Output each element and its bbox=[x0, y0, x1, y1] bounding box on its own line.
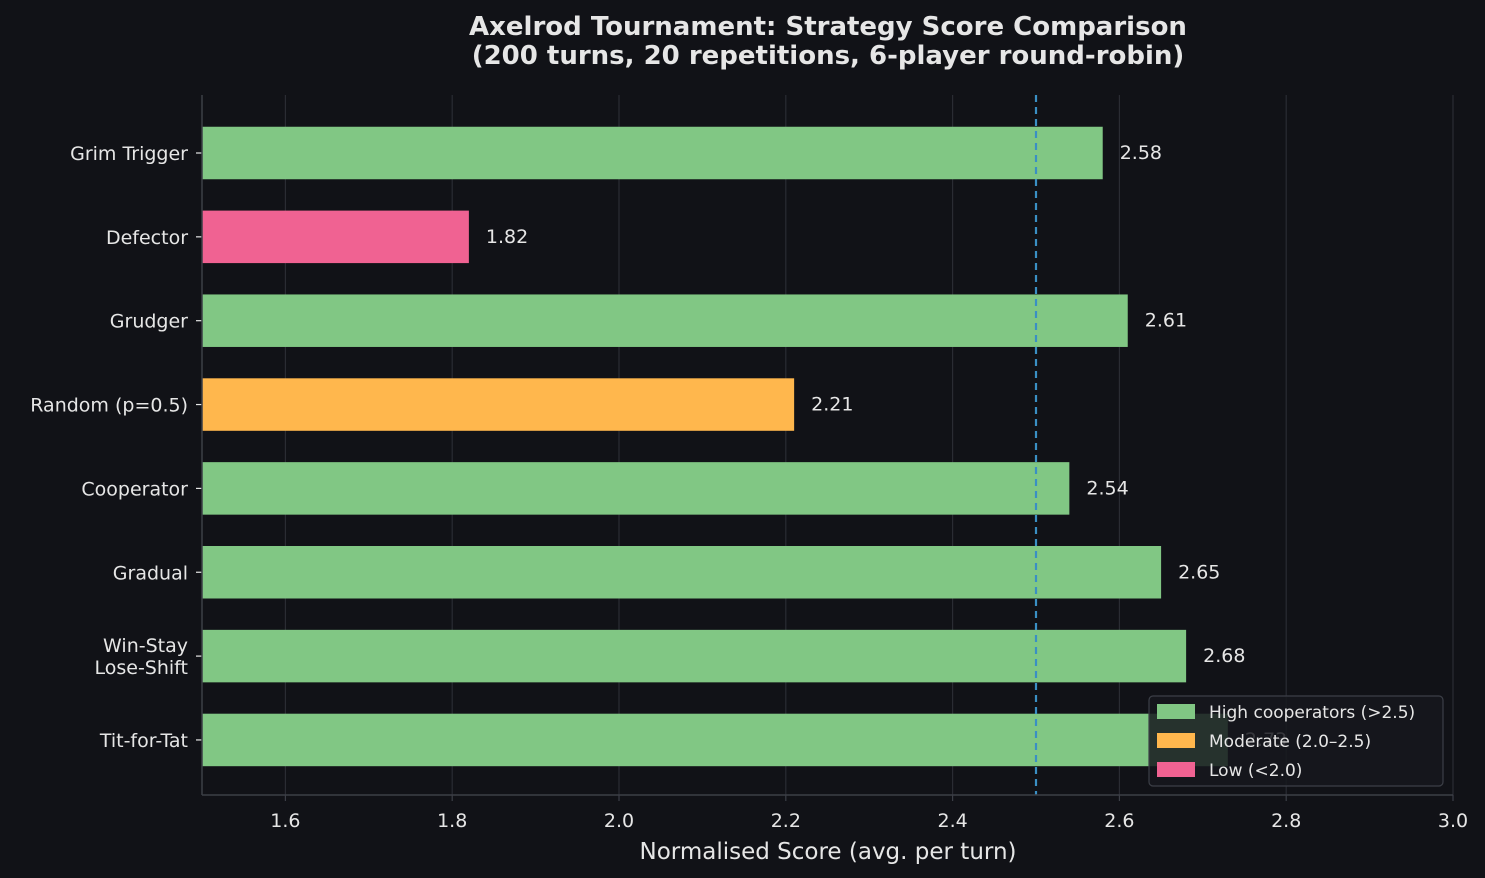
bar bbox=[202, 126, 1103, 180]
bar bbox=[202, 462, 1070, 515]
y-tick-label-line: Grim Trigger bbox=[70, 143, 188, 165]
bar bbox=[202, 713, 1228, 767]
legend-swatch bbox=[1157, 704, 1195, 719]
value-label: 2.21 bbox=[811, 394, 853, 416]
x-tick-label: 1.6 bbox=[270, 810, 300, 832]
x-tick-label: 2.8 bbox=[1271, 810, 1301, 832]
y-tick-label: Grim Trigger bbox=[70, 143, 188, 165]
bars bbox=[202, 126, 1228, 767]
y-tick-label: Grudger bbox=[110, 311, 188, 333]
value-label: 2.54 bbox=[1086, 477, 1128, 499]
bar bbox=[202, 378, 795, 431]
x-axis-label: Normalised Score (avg. per turn) bbox=[640, 839, 1017, 865]
x-tick-label: 2.0 bbox=[604, 810, 634, 832]
value-label: 1.82 bbox=[486, 226, 528, 248]
bar bbox=[202, 210, 469, 264]
x-tick-label: 2.6 bbox=[1104, 810, 1134, 832]
axes: 1.6 1.8 2.0 2.2 2.4 2.6 2.8 3.0 Grim Trigger Defe… bbox=[30, 95, 1468, 832]
y-tick-label-line: Gradual bbox=[113, 562, 188, 584]
value-label: 2.65 bbox=[1178, 561, 1220, 583]
value-label: 2.61 bbox=[1145, 310, 1187, 332]
x-tick-label: 2.2 bbox=[771, 810, 801, 832]
legend-swatch bbox=[1157, 733, 1195, 748]
legend: High cooperators (>2.5) Moderate (2.0–2.5… bbox=[1148, 695, 1444, 787]
legend-label: Low (<2.0) bbox=[1209, 761, 1302, 781]
bar bbox=[202, 546, 1162, 599]
chart-title: Axelrod Tournament: Strategy Score Compa… bbox=[469, 12, 1187, 42]
y-tick-label-line: Grudger bbox=[110, 311, 188, 333]
y-tick-label-line: Lose-Shift bbox=[94, 657, 188, 679]
bar bbox=[202, 629, 1187, 683]
y-tick-label-line: Defector bbox=[106, 227, 188, 249]
legend-box bbox=[1148, 695, 1444, 787]
legend-label: High cooperators (>2.5) bbox=[1209, 703, 1415, 723]
y-tick-label: Tit-for-Tat bbox=[99, 730, 188, 752]
y-tick-label: Win-Stay Lose-Shift bbox=[94, 635, 188, 679]
y-tick-label: Random (p=0.5) bbox=[30, 395, 188, 417]
y-tick-label: Cooperator bbox=[81, 478, 188, 500]
chart-subtitle: (200 turns, 20 repetitions, 6-player rou… bbox=[472, 41, 1185, 71]
x-tick-label: 2.4 bbox=[937, 810, 967, 832]
x-tick-label: 3.0 bbox=[1438, 810, 1468, 832]
y-tick-label-line: Win-Stay bbox=[103, 635, 188, 657]
legend-label: Moderate (2.0–2.5) bbox=[1209, 732, 1371, 752]
value-label: 2.58 bbox=[1120, 142, 1162, 164]
y-tick-label-line: Cooperator bbox=[81, 478, 188, 500]
value-label: 2.68 bbox=[1203, 645, 1245, 667]
y-tick-label: Gradual bbox=[113, 562, 188, 584]
y-tick-label-line: Tit-for-Tat bbox=[99, 730, 188, 752]
x-tick-label: 1.8 bbox=[437, 810, 467, 832]
legend-swatch bbox=[1157, 762, 1195, 777]
bar bbox=[202, 294, 1128, 347]
y-tick-label-line: Random (p=0.5) bbox=[30, 395, 188, 417]
y-tick-label: Defector bbox=[106, 227, 188, 249]
